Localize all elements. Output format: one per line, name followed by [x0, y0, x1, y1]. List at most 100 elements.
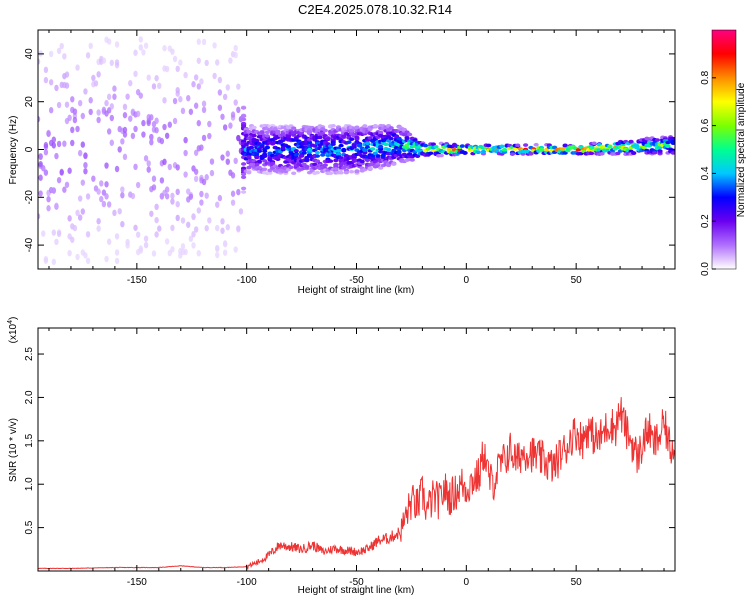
- spectrogram-cell: [591, 141, 597, 146]
- spectrogram-cell: [240, 172, 247, 177]
- spectrogram-cell: [264, 134, 270, 138]
- spectrogram-cell: [109, 114, 115, 122]
- spectrogram-x-tick-label: 50: [571, 275, 583, 286]
- spectrogram-cell: [191, 213, 196, 220]
- spectrogram-cell: [196, 119, 201, 127]
- spectrogram-cell: [56, 140, 62, 148]
- spectrogram-cell: [159, 177, 165, 184]
- spectrogram-cell: [327, 159, 334, 163]
- spectrogram-cell: [183, 136, 188, 144]
- spectrogram-cell: [43, 149, 49, 156]
- spectrogram-cell: [367, 136, 373, 140]
- spectrogram-cell: [293, 149, 299, 153]
- spectrogram-cell: [306, 140, 313, 145]
- spectrogram-cell: [101, 200, 107, 208]
- spectrogram-cell: [228, 122, 233, 129]
- spectrogram-cell: [88, 42, 93, 50]
- spectrogram-cell: [149, 139, 154, 146]
- spectrogram-cell: [212, 42, 217, 49]
- spectrogram-cell: [122, 103, 128, 111]
- spectrogram-cell: [38, 213, 41, 220]
- spectrogram-cell: [380, 153, 386, 158]
- spectrogram-cell: [151, 184, 157, 191]
- spectrogram-cell: [372, 151, 378, 156]
- spectrogram-cell: [91, 175, 96, 182]
- spectrogram-cell: [175, 214, 180, 222]
- snr-y-ticks: 0.5 1.0 1.5 2.0 2.5: [24, 347, 675, 535]
- spectrogram-cell: [201, 38, 207, 46]
- spectrogram-cell: [204, 174, 209, 181]
- spectrogram-cell: [607, 144, 613, 149]
- spectrogram-cell: [180, 217, 186, 224]
- page-title: C2E4.2025.078.10.32.R14: [298, 2, 452, 17]
- spectrogram-cell: [538, 147, 545, 152]
- spectrogram-cell: [385, 147, 392, 152]
- spectrogram-cell: [225, 224, 230, 231]
- spectrogram-cell: [462, 151, 468, 155]
- snr-scale-label: (x104): [7, 317, 19, 344]
- snr-y-tick-label: 1.5: [24, 433, 35, 447]
- spectrogram-cell: [372, 123, 378, 128]
- spectrogram-cell: [141, 119, 146, 127]
- spectrogram-cell: [240, 190, 247, 194]
- spectrogram-cell: [149, 114, 154, 121]
- spectrogram-cell: [51, 187, 57, 194]
- spectrogram-cell: [338, 143, 344, 148]
- spectrogram-cell: [364, 158, 371, 163]
- spectrogram-cell: [46, 195, 51, 203]
- spectrogram-cell: [520, 152, 526, 156]
- spectrogram-cell: [112, 85, 117, 92]
- spectrogram-cell: [167, 163, 172, 171]
- spectrogram-cell: [246, 170, 252, 175]
- spectrogram-cell: [225, 84, 230, 91]
- spectrogram-cell: [240, 106, 247, 110]
- spectrogram-cell: [428, 151, 434, 156]
- spectrogram-cell: [207, 120, 212, 128]
- spectrogram-cell: [209, 158, 215, 165]
- spectrogram-cell: [59, 42, 64, 50]
- spectrogram-cell: [209, 169, 215, 177]
- spectrogram-cell: [114, 41, 120, 48]
- colorbar-label: Normalized spectral amplitude: [736, 82, 747, 217]
- snr-x-ticks: -150 -100 -50 0 50: [48, 328, 665, 588]
- spectrogram-cell: [228, 57, 233, 64]
- spectrogram-cell: [201, 100, 207, 107]
- spectrogram-cell: [562, 143, 568, 148]
- spectrogram-cell: [133, 49, 138, 56]
- spectrogram-cell: [96, 225, 101, 232]
- spectrogram-cell: [204, 225, 209, 232]
- spectrogram-cell: [391, 162, 397, 166]
- spectrogram-cell: [70, 126, 75, 134]
- spectrogram-cell: [133, 125, 138, 133]
- spectrogram-cell: [349, 137, 355, 141]
- spectrogram-cell: [407, 152, 413, 156]
- spectrogram-cell: [364, 141, 371, 146]
- spectrogram-cell: [70, 236, 75, 243]
- spectrogram-cell: [64, 82, 70, 89]
- spectrogram-cell: [170, 246, 175, 253]
- spectrogram-cell: [154, 231, 159, 238]
- spectrogram-cell: [225, 150, 230, 157]
- spectrogram-cell: [196, 83, 201, 90]
- spectrogram-cell: [106, 128, 112, 135]
- spectrogram-cell: [135, 110, 141, 117]
- spectrogram-cell: [154, 203, 159, 211]
- spectrogram-cell: [43, 257, 49, 264]
- spectrogram-cell: [259, 130, 265, 135]
- spectrogram-cell: [220, 227, 225, 234]
- spectrogram-cell: [335, 148, 342, 153]
- spectrogram-cell: [243, 133, 249, 138]
- spectrogram-cell: [143, 155, 149, 162]
- spectrogram-cell: [320, 153, 326, 157]
- spectrogram-cell: [80, 112, 86, 120]
- spectrogram-cell: [375, 154, 381, 158]
- spectrogram-cell: [217, 194, 223, 202]
- spectrogram-cell: [312, 162, 318, 167]
- spectrogram-cell: [262, 167, 268, 172]
- spectrogram-cell: [254, 155, 260, 160]
- colorbar-tick-label: 0.8: [700, 70, 711, 84]
- spectrogram-cell: [146, 166, 151, 173]
- spectrogram-cell: [109, 139, 115, 146]
- spectrogram-cell: [215, 201, 220, 208]
- spectrogram-cell: [631, 151, 637, 155]
